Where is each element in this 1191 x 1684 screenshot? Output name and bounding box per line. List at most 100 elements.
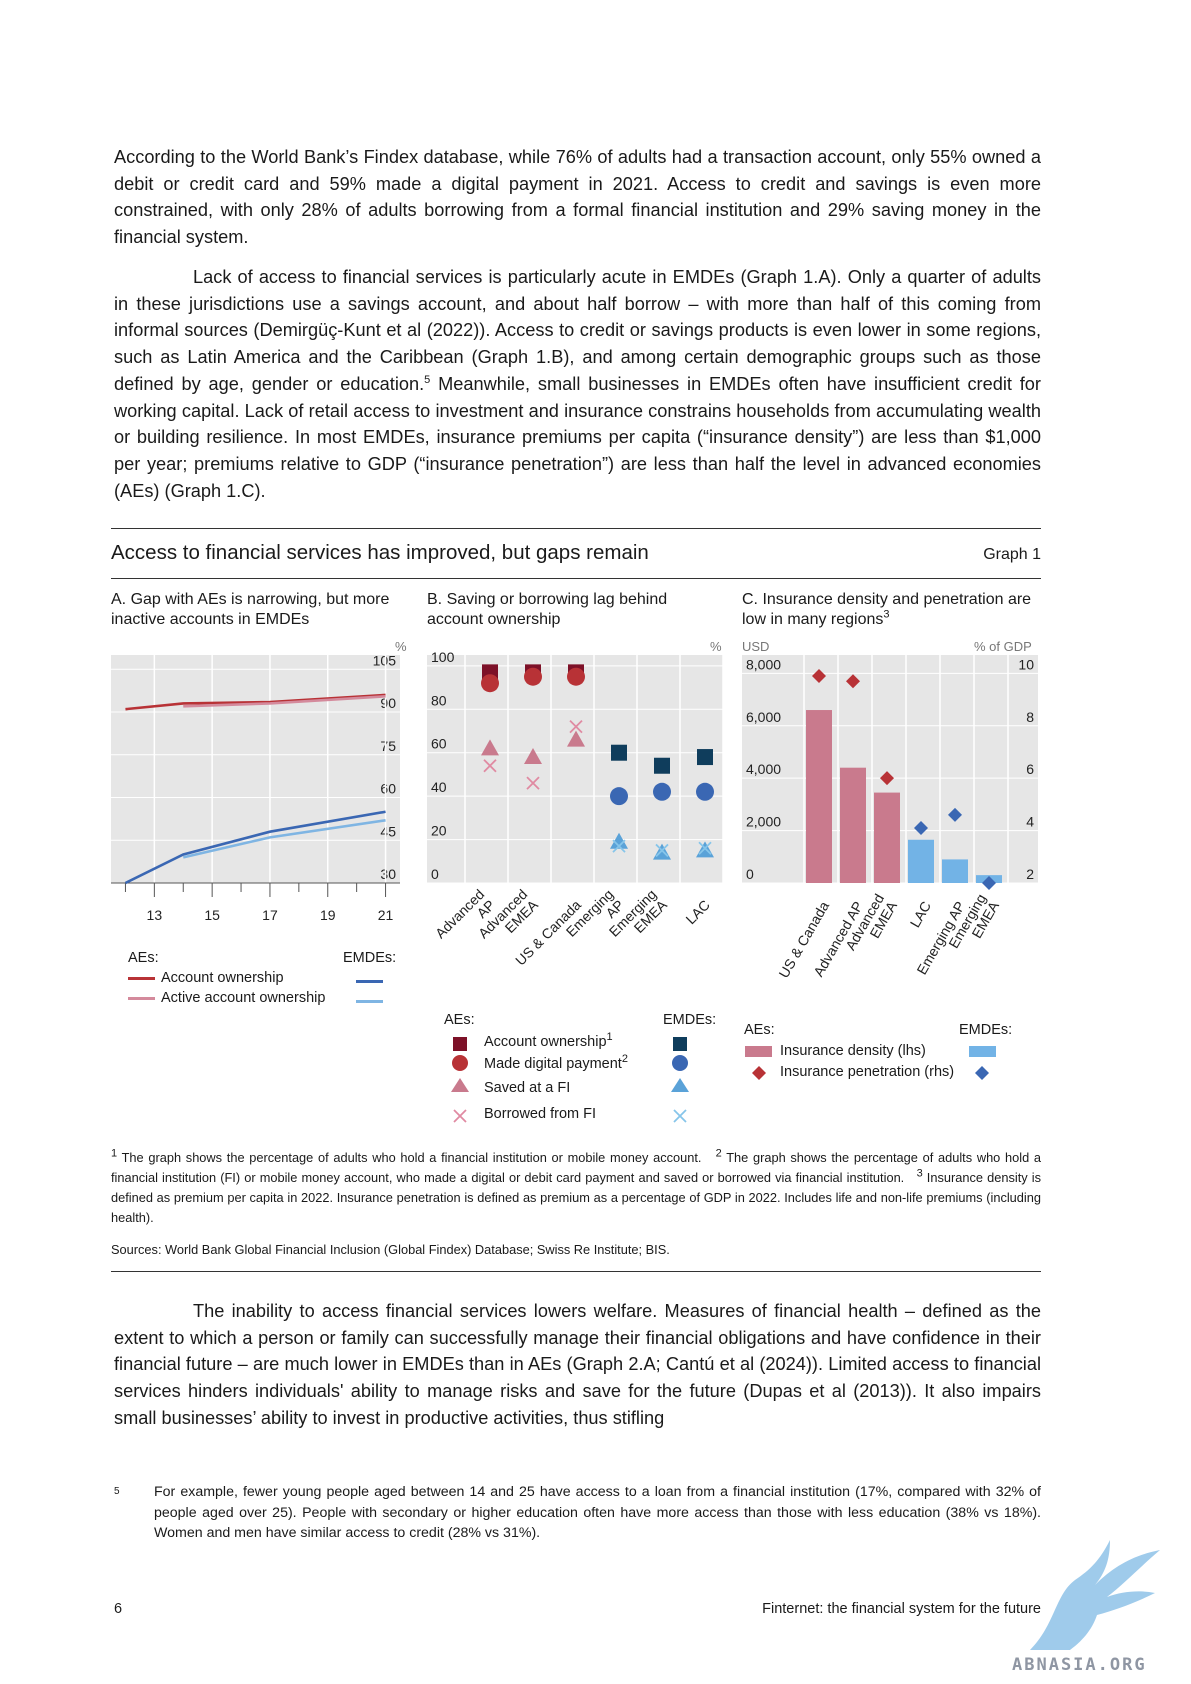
legend-marker-ae-account xyxy=(453,1037,467,1051)
legend-marker-emde-account xyxy=(673,1037,687,1051)
paragraph-2: Lack of access to financial services is … xyxy=(114,264,1041,504)
panel-c-ytick-right-label: 8 xyxy=(1026,709,1034,725)
panel-a-line-emde-account xyxy=(124,810,386,885)
panel-b-ytick-label: 0 xyxy=(431,866,439,882)
panel-c-legend-emdes: EMDEs: xyxy=(959,1022,1013,1038)
legend-marker-emde-density xyxy=(969,1046,996,1057)
panel-b-unit: % xyxy=(710,639,722,654)
panel-a-xtick-label: 17 xyxy=(262,907,278,923)
panel-c-bar-density xyxy=(806,710,832,883)
panel-b-legend-markers xyxy=(451,1037,689,1123)
panel-b-point-saved xyxy=(567,730,585,747)
watermark-logo xyxy=(1030,1540,1160,1650)
legend-ae-active-account: Active account ownership xyxy=(128,990,325,1006)
legend-marker-ae-density xyxy=(745,1046,772,1057)
graph-top-rule xyxy=(111,528,1041,529)
panel-b-point-account xyxy=(654,757,670,774)
panel-c-bar-density xyxy=(942,859,968,883)
panel-b-point-digital xyxy=(610,787,628,806)
graph-bottom-rule xyxy=(111,1271,1041,1272)
legend-text-account: Account ownership xyxy=(484,1034,607,1050)
panel-a-line-ae-active xyxy=(183,695,386,708)
panel-b-ytick-label: 80 xyxy=(431,692,447,708)
panel-b-ytick-label: 100 xyxy=(431,649,455,665)
paragraph-1: According to the World Bank’s Findex dat… xyxy=(114,147,1041,248)
panel-b-point-borrowed-stroke xyxy=(526,776,540,790)
legend-ae-account-ownership: Account ownership xyxy=(128,970,284,986)
panel-a-xtick-label: 19 xyxy=(320,907,336,923)
panel-b-point-digital xyxy=(653,782,671,801)
legend-swatch-ae-active xyxy=(128,996,155,1000)
panel-c-unit-right: % of GDP xyxy=(974,639,1032,654)
legend-sup-2: 2 xyxy=(621,1053,628,1066)
legend-swatch-ae-account xyxy=(128,976,155,980)
footnote-5-mark: 5 xyxy=(114,1486,120,1497)
paragraph-2-text-b: Meanwhile, small businesses in EMDEs oft… xyxy=(114,373,1041,501)
panel-b-category-label-line: LAC xyxy=(682,897,713,928)
panel-b-point-borrowed-stroke xyxy=(612,839,626,853)
watermark-text: ABNASIA.ORG xyxy=(1012,1655,1147,1675)
panel-a-ytick-label: 30 xyxy=(380,866,396,882)
graph-notes: 1 The graph shows the percentage of adul… xyxy=(111,1148,1041,1228)
panel-b-point-account xyxy=(611,744,627,761)
panel-c-ytick-right-label: 4 xyxy=(1026,814,1034,830)
panel-a-xtick-label: 21 xyxy=(378,907,394,923)
legend-label-saved: Saved at a FI xyxy=(484,1080,571,1096)
panel-b-legend: AEs: EMDEs: Account ownership1 Made digi… xyxy=(427,1012,727,1124)
note-1: The graph shows the percentage of adults… xyxy=(121,1150,702,1165)
panel-b-point-borrowed xyxy=(526,776,540,790)
panel-a-ytick-label: 75 xyxy=(380,738,396,754)
legend-swatch-emde-active xyxy=(356,1000,383,1003)
panel-c-legend-aes: AEs: xyxy=(744,1022,775,1038)
panel-a-legend-emdes: EMDEs: xyxy=(343,950,397,966)
panel-b-ytick-label: 20 xyxy=(431,823,447,839)
note-mark-1: 1 xyxy=(111,1147,118,1160)
panel-b-legend-emdes: EMDEs: xyxy=(663,1012,717,1028)
legend-label-digital: Made digital payment2 xyxy=(484,1053,628,1072)
graph-number: Graph 1 xyxy=(983,546,1041,563)
legend-marker-emde-penetration xyxy=(975,1066,989,1080)
panel-b-plot-area xyxy=(427,655,723,883)
legend-label-borrowed: Borrowed from FI xyxy=(484,1106,596,1122)
panel-b-point-borrowed xyxy=(569,720,583,734)
legend-label-account-ownership: Account ownership xyxy=(161,970,284,986)
note-3: Insurance density is defined as premium … xyxy=(111,1170,1041,1225)
panel-c-ytick-left-label: 6,000 xyxy=(746,709,781,725)
legend-label-account: Account ownership1 xyxy=(484,1032,613,1050)
footnote-5-text: For example, fewer young people aged bet… xyxy=(154,1484,1041,1541)
panel-a-legend-aes: AEs: xyxy=(128,950,159,966)
panel-c-ytick-left-label: 2,000 xyxy=(746,814,781,830)
panel-c-ytick-right-label: 6 xyxy=(1026,761,1034,777)
panel-b-point-saved xyxy=(610,832,628,849)
paragraph-2-text-a: Lack of access to financial services is … xyxy=(114,267,1041,394)
note-mark-2: 2 xyxy=(715,1147,722,1160)
panel-c-bar-density xyxy=(908,839,934,883)
panel-c-ytick-right-label: 10 xyxy=(1018,656,1034,672)
panel-a-xtick-label: 13 xyxy=(147,907,163,923)
panel-c-bar-density xyxy=(840,767,866,883)
panel-a-ytick-label: 105 xyxy=(373,652,397,668)
panel-b-point-digital xyxy=(567,667,585,686)
panel-b-point-borrowed-stroke xyxy=(655,843,669,858)
panel-a-ytick-label: 90 xyxy=(380,695,396,711)
panel-c-marker-penetration xyxy=(982,876,996,890)
panel-a-legend: AEs: EMDEs: Account ownership Active acc… xyxy=(111,950,401,1010)
panel-b-point-saved xyxy=(524,748,542,765)
panel-a-ytick-label: 45 xyxy=(380,823,396,839)
panel-b-point-borrowed xyxy=(612,839,626,853)
panel-b-point-borrowed-stroke xyxy=(698,841,712,855)
panel-b-point-digital xyxy=(696,782,714,801)
footnote-ref-5[interactable]: 5 xyxy=(424,373,431,386)
panel-b-title: B. Saving or borrowing lag behind accoun… xyxy=(427,591,668,628)
panel-b-category-label: LAC xyxy=(682,897,713,928)
panel-b-point-account xyxy=(697,749,713,766)
panel-a-line-ae-account xyxy=(125,693,386,711)
panel-c-category-label-line: LAC xyxy=(907,899,934,931)
watermark-logo-shape xyxy=(1030,1540,1160,1650)
panel-b-point-borrowed xyxy=(655,843,669,858)
panel-c-title-sup: 3 xyxy=(883,608,890,621)
legend-marker-ae-penetration xyxy=(752,1066,766,1080)
legend-label-density: Insurance density (lhs) xyxy=(780,1043,926,1059)
graph-sources: Sources: World Bank Global Financial Inc… xyxy=(111,1242,670,1257)
